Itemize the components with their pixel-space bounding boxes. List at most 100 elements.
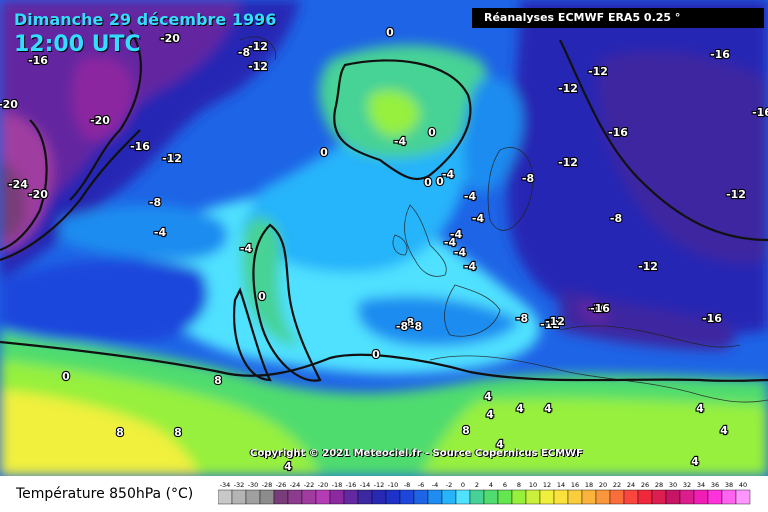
- legend-tick-label: 34: [697, 481, 705, 489]
- isotherm-label: -4: [442, 168, 455, 181]
- legend-swatch: [287, 489, 303, 505]
- isotherm-label: 0: [62, 370, 70, 383]
- isotherm-label: -12: [588, 65, 608, 78]
- legend-tick-label: 2: [475, 481, 479, 489]
- legend-swatch: [497, 489, 513, 505]
- isotherm-label: -12: [248, 60, 268, 73]
- isotherm-label: -20: [28, 188, 48, 201]
- isotherm-labels: -20-16-20-20-24-20-16-12-8-4-400-8-12-12…: [0, 25, 768, 474]
- legend-swatch: [357, 489, 373, 505]
- legend-swatch: [385, 489, 401, 505]
- legend-swatch: [371, 489, 387, 505]
- legend-tick-label: 10: [529, 481, 537, 489]
- legend-tick-label: 14: [557, 481, 565, 489]
- isotherm-label: -4: [464, 260, 477, 273]
- legend-swatch: [553, 489, 569, 505]
- legend-tick-label: 18: [585, 481, 593, 489]
- legend-swatch: [455, 489, 471, 505]
- isotherm-label: 4: [696, 402, 704, 415]
- isotherm-label: -12: [726, 188, 746, 201]
- isotherm-label: -24: [8, 178, 28, 191]
- legend-swatch: [539, 489, 555, 505]
- legend-tick-label: -6: [418, 481, 424, 489]
- legend-swatch: [427, 489, 443, 505]
- legend-tick-label: -30: [248, 481, 259, 489]
- legend-tick-label: 20: [599, 481, 607, 489]
- legend-tick-label: -14: [360, 481, 371, 489]
- isotherm-label: -16: [710, 48, 730, 61]
- legend-tick-label: 8: [517, 481, 521, 489]
- legend-tick-label: 24: [627, 481, 635, 489]
- isotherm-label: -8: [402, 316, 414, 329]
- legend-title: Température 850hPa (°C): [16, 486, 194, 502]
- legend-tick-label: 38: [725, 481, 733, 489]
- isotherm-label: 4: [284, 460, 292, 473]
- legend-tick-label: -22: [304, 481, 315, 489]
- isotherm-label: 0: [436, 175, 444, 188]
- legend-tick-label: -32: [234, 481, 245, 489]
- legend-swatch: [623, 489, 639, 505]
- isotherm-label: -4: [240, 242, 253, 255]
- legend-tick-label: -34: [220, 481, 231, 489]
- isotherm-label: -4: [464, 190, 477, 203]
- isotherm-label: -12: [558, 82, 578, 95]
- isotherm-label: -20: [90, 114, 110, 127]
- legend-tick-label: 26: [641, 481, 649, 489]
- legend-swatch: [329, 489, 345, 505]
- legend-swatch: [245, 489, 261, 505]
- legend-swatch: [637, 489, 653, 505]
- isotherm-label: -8: [149, 196, 161, 209]
- isotherm-label: -12: [638, 260, 658, 273]
- isotherm-label: -16: [608, 126, 628, 139]
- legend-swatch: [511, 489, 527, 505]
- legend-swatch: [735, 489, 751, 505]
- isotherm-label: 8: [214, 374, 222, 387]
- legend-swatch: [301, 489, 317, 505]
- legend-tick-label: -8: [404, 481, 410, 489]
- isotherm-label: -4: [444, 236, 457, 249]
- isotherm-label: 4: [496, 438, 504, 451]
- isotherm-label: -16: [28, 54, 48, 67]
- isotherm-label: 4: [516, 402, 524, 415]
- isotherm-label: -8: [516, 312, 528, 325]
- isotherm-label: 0: [428, 126, 436, 139]
- temperature-field: [0, 0, 768, 476]
- legend-colorbar: -34 -32 -30 -28 -26 -24 -22 -20 -18 -16 -14 -12 -10-…: [218, 481, 751, 505]
- isotherm-label: 4: [720, 424, 728, 437]
- isotherm-label: -8: [396, 320, 408, 333]
- isotherm-label: 0: [372, 348, 380, 361]
- isotherm-label: -4: [154, 226, 167, 239]
- isotherm-label: -20: [0, 98, 18, 111]
- legend-swatch: [483, 489, 499, 505]
- isotherm-label: 8: [116, 426, 124, 439]
- isotherm-label: 4: [544, 402, 552, 415]
- copyright-notice: Copyright © 2021 Meteociel.fr - Source C…: [250, 448, 583, 459]
- legend-tick-label: 30: [669, 481, 677, 489]
- isotherm-label: -16: [590, 302, 610, 315]
- legend-swatch: [721, 489, 737, 505]
- legend-tick-label: 32: [683, 481, 691, 489]
- legend-swatch: [259, 489, 275, 505]
- legend-tick-label: 22: [613, 481, 621, 489]
- legend-swatch: [413, 489, 429, 505]
- map-date: Dimanche 29 décembre 1996: [14, 10, 277, 29]
- isotherm-label: 0: [424, 176, 432, 189]
- isotherm-label: -12: [558, 156, 578, 169]
- legend-tick-label: -26: [276, 481, 287, 489]
- isotherm-label: 4: [691, 455, 699, 468]
- legend-swatch: [399, 489, 415, 505]
- legend-swatch: [441, 489, 457, 505]
- isotherm-label: -8: [610, 212, 622, 225]
- legend-tick-label: 40: [739, 481, 747, 489]
- legend-swatch: [679, 489, 695, 505]
- legend-swatch: [525, 489, 541, 505]
- isotherm-label: -16: [702, 312, 722, 325]
- legend-swatch: [343, 489, 359, 505]
- isotherm-label: 4: [486, 408, 494, 421]
- isotherm-label: -12: [545, 315, 565, 328]
- isotherm-label: -4: [454, 246, 467, 259]
- legend-tick-label: -2: [446, 481, 452, 489]
- legend-tick-label: 16: [571, 481, 579, 489]
- isotherm-label: 4: [484, 390, 492, 403]
- isotherm-label: -4: [472, 212, 485, 225]
